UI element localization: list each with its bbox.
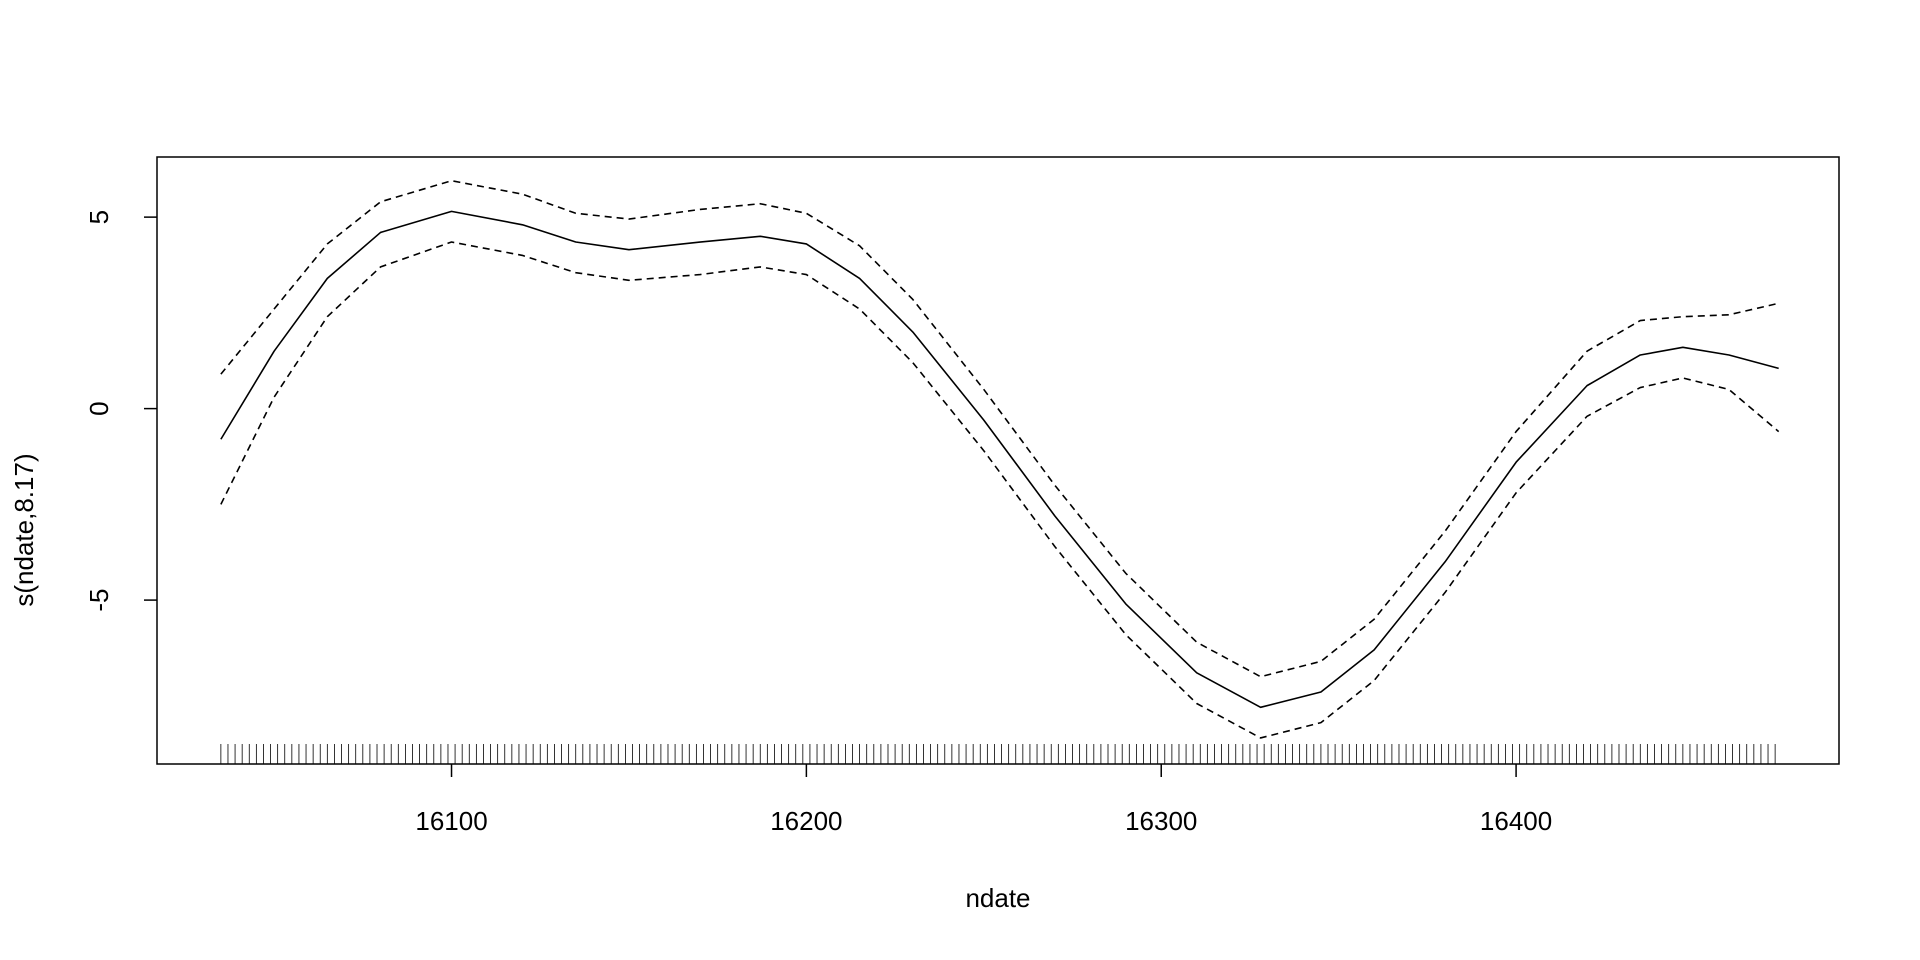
confidence-band <box>220 241 1780 739</box>
y-tick-label: 5 <box>84 210 114 224</box>
y-axis-label: s(ndate,8.17) <box>9 453 39 606</box>
y-tick-label: 0 <box>84 401 114 415</box>
smooth-line <box>220 210 1779 709</box>
x-axis-label: ndate <box>965 883 1030 913</box>
x-tick-label: 16300 <box>1125 806 1197 836</box>
confidence-band <box>220 179 1779 678</box>
y-tick-label: -5 <box>84 589 114 612</box>
x-tick-label: 16100 <box>415 806 487 836</box>
plot-box <box>156 156 1840 765</box>
x-tick-label: 16400 <box>1480 806 1552 836</box>
x-tick-label: 16200 <box>770 806 842 836</box>
